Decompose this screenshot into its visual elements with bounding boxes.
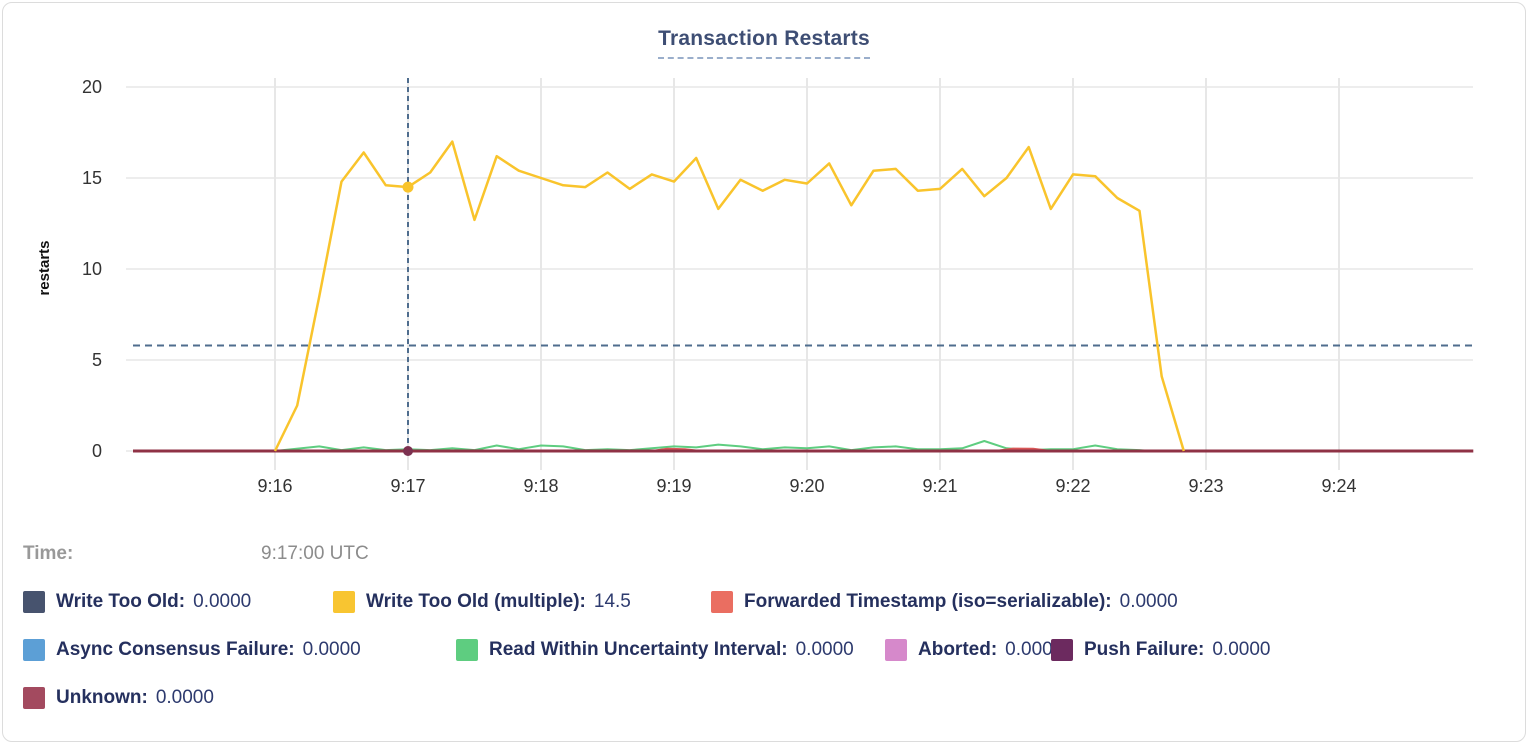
legend-item-unknown: Unknown: 0.0000 — [23, 687, 214, 709]
series-swatch — [456, 639, 478, 661]
x-tick-label: 9:18 — [523, 476, 558, 496]
hover-time-label: Time: — [23, 543, 74, 564]
series-swatch — [23, 591, 45, 613]
legend-value: 0.0000 — [1005, 639, 1064, 660]
series-swatch — [23, 687, 45, 709]
legend-label: Forwarded Timestamp (iso=serializable): — [744, 591, 1112, 612]
y-tick-label: 10 — [82, 259, 102, 279]
series-swatch — [885, 639, 907, 661]
legend-label: Push Failure: — [1084, 639, 1205, 660]
series-line-write-too-old-multiple- — [273, 140, 1185, 452]
x-tick-label: 9:19 — [656, 476, 691, 496]
legend-item-write-too-old: Write Too Old: 0.0000 — [23, 591, 251, 613]
x-tick-label: 9:22 — [1055, 476, 1090, 496]
legend-value: 14.5 — [593, 591, 631, 612]
series-swatch — [1051, 639, 1073, 661]
cursor-value-dot — [402, 181, 414, 193]
y-tick-label: 15 — [82, 168, 102, 188]
y-axis-label: restarts — [36, 240, 53, 295]
legend-label: Read Within Uncertainty Interval: — [489, 639, 788, 660]
series-swatch — [333, 591, 355, 613]
series-swatch — [711, 591, 733, 613]
legend-item-read-within-uncertainty: Read Within Uncertainty Interval: 0.0000 — [456, 639, 854, 661]
hover-time-value: 9:17:00 UTC — [261, 543, 369, 564]
x-tick-label: 9:20 — [789, 476, 824, 496]
legend-value: 0.0000 — [1212, 639, 1271, 660]
legend-value: 0.0000 — [302, 639, 361, 660]
restarts-chart[interactable]: 0 5 10 15 20 9:16 9:17 9:18 9:19 9:20 9:21 9:22 9:23… — [3, 3, 1526, 508]
legend-item-aborted: Aborted: 0.0000 — [885, 639, 1063, 661]
legend-label: Aborted: — [918, 639, 998, 660]
legend-value: 0.0000 — [1119, 591, 1178, 612]
x-tick-label: 9:16 — [257, 476, 292, 496]
legend-item-write-too-old-multiple: Write Too Old (multiple): 14.5 — [333, 591, 631, 613]
legend-label: Write Too Old: — [56, 591, 186, 612]
x-tick-label: 9:23 — [1188, 476, 1223, 496]
chart-title[interactable]: Transaction Restarts — [658, 27, 870, 59]
series-swatch — [23, 639, 45, 661]
legend-row-1: Write Too Old: 0.0000 Write Too Old (mul… — [3, 591, 1525, 617]
y-tick-label: 0 — [92, 441, 102, 461]
x-tick-label: 9:17 — [390, 476, 425, 496]
legend-label: Write Too Old (multiple): — [366, 591, 586, 612]
legend-value: 0.0000 — [193, 591, 252, 612]
legend-value: 0.0000 — [155, 687, 214, 708]
chart-title-wrap: Transaction Restarts — [3, 27, 1525, 59]
cursor-baseline-dot — [403, 446, 413, 456]
legend-row-3: Unknown: 0.0000 — [3, 687, 1525, 713]
x-tick-label: 9:24 — [1321, 476, 1356, 496]
y-tick-label: 20 — [82, 77, 102, 97]
legend-row-2: Async Consensus Failure: 0.0000 Read Wit… — [3, 639, 1525, 665]
y-tick-label: 5 — [92, 350, 102, 370]
hover-time-row: Time: 9:17:00 UTC — [3, 543, 1525, 569]
legend-label: Unknown: — [56, 687, 148, 708]
legend-label: Async Consensus Failure: — [56, 639, 295, 660]
legend-value: 0.0000 — [795, 639, 854, 660]
legend-item-forwarded-timestamp: Forwarded Timestamp (iso=serializable): … — [711, 591, 1178, 613]
legend-item-async-consensus-failure: Async Consensus Failure: 0.0000 — [23, 639, 361, 661]
legend-item-push-failure: Push Failure: 0.0000 — [1051, 639, 1270, 661]
x-tick-label: 9:21 — [922, 476, 957, 496]
